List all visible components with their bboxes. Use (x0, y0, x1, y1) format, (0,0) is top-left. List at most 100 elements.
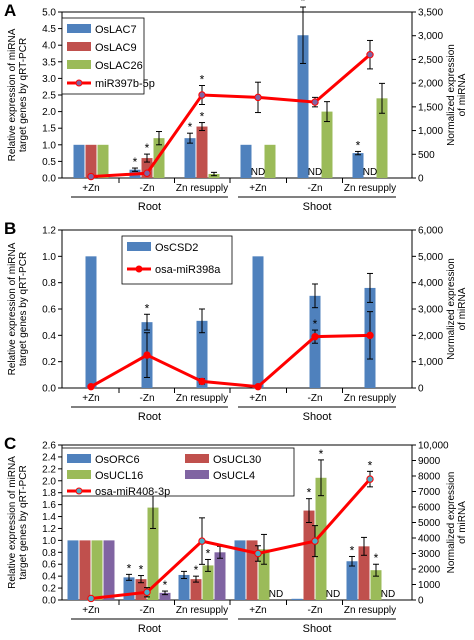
line-point (87, 594, 95, 603)
legend-label: OsLAC9 (95, 42, 137, 54)
left-tick-label: 0.4 (42, 572, 56, 583)
significance-star: * (133, 155, 138, 169)
bar-osucl16 (202, 565, 214, 600)
legend-swatch (185, 454, 209, 463)
bar-osucl4 (159, 592, 171, 600)
left-tick-label: 0.2 (42, 584, 56, 595)
group-label: Root (138, 201, 161, 213)
left-tick-label: 4.0 (42, 41, 56, 52)
bar-osucl30 (190, 579, 202, 600)
left-tick-label: 1.2 (42, 226, 56, 237)
significance-star: * (350, 543, 355, 557)
legend-label: OsUCL16 (95, 470, 143, 482)
line-point (143, 351, 151, 359)
right-tick-label: 3000 (418, 549, 441, 560)
right-tick-label: 1000 (418, 580, 441, 591)
left-tick-label: 2.0 (42, 476, 56, 487)
bar-osucl16 (315, 477, 327, 600)
right-tick-label: 2000 (418, 565, 441, 576)
right-axis-title: of miRNA (457, 287, 468, 330)
bar-osucl30 (79, 540, 91, 600)
right-axis-title: Normalized expression (446, 44, 457, 146)
right-tick-label: 4000 (418, 534, 441, 545)
left-tick-label: 0.0 (42, 174, 56, 185)
right-axis-title: of miRNA (457, 73, 468, 116)
right-tick-label: 0 (418, 596, 424, 607)
left-axis-title: target genes by qRT-PCR (18, 252, 29, 366)
right-tick-label: 6000 (418, 503, 441, 514)
bar-oslac7 (73, 144, 85, 178)
line-point (254, 93, 262, 102)
not-detected-label: ND (269, 589, 283, 600)
not-detected-label: ND (363, 167, 377, 178)
right-tick-label: 2,000 (418, 79, 443, 90)
category-label: -Zn (140, 183, 155, 194)
bar-osorc6 (291, 598, 303, 600)
bar-osucl30 (303, 510, 315, 600)
category-label: Zn resupply (176, 605, 228, 616)
line-point (198, 377, 206, 386)
left-tick-label: 1.0 (42, 252, 56, 263)
significance-star: * (139, 563, 144, 577)
legend-swatch (67, 470, 91, 479)
category-label: -Zn (140, 605, 155, 616)
legend-swatch (67, 42, 91, 51)
right-axis-title: Normalized expression (446, 472, 457, 574)
significance-star: * (200, 110, 205, 124)
category-label: Zn resupply (176, 183, 228, 194)
category-label: -Zn (140, 393, 155, 404)
significance-star: * (145, 301, 150, 315)
left-tick-label: 0.8 (42, 548, 56, 559)
right-tick-label: 0 (418, 174, 424, 185)
legend-swatch (67, 454, 91, 463)
right-tick-label: 3,000 (418, 305, 443, 316)
left-axis-title: target genes by qRT-PCR (18, 38, 29, 152)
category-label: Zn resupply (344, 393, 396, 404)
category-label: +Zn (82, 605, 100, 616)
left-tick-label: 0.4 (42, 331, 56, 342)
line-point (198, 91, 206, 99)
right-tick-label: 2,500 (418, 55, 443, 66)
legend-marker (135, 265, 143, 273)
bar-osucl30 (358, 546, 370, 600)
right-tick-label: 1,000 (418, 126, 443, 137)
bar-oscsd2 (85, 256, 97, 388)
left-tick-label: 1.6 (42, 500, 56, 511)
not-detected-label: ND (381, 589, 395, 600)
left-tick-label: 1.5 (42, 124, 56, 135)
significance-star: * (368, 458, 373, 472)
category-label: +Zn (249, 605, 267, 616)
right-tick-label: 9000 (418, 456, 441, 467)
significance-star: * (200, 73, 205, 87)
left-tick-label: 0.0 (42, 596, 56, 607)
legend-label: miR397b-5p (95, 78, 155, 90)
bar-oslac9 (85, 144, 97, 178)
panel-a: A 0.0 0.5 1.0 1.5 2.0 2.5 3.0 3.5 4.0 4.5 5.0 0 500 1,… (4, 0, 468, 213)
bar-osucl30 (135, 579, 147, 600)
significance-star: * (356, 138, 361, 152)
line-osa-mir408-3p (90, 478, 372, 600)
right-tick-label: 0 (418, 384, 424, 395)
panel-c: C 0.00.20.40.60.81.01.21.41.61.82.02.22.4… (4, 434, 468, 635)
right-tick-label: 10,000 (418, 441, 449, 452)
bar-osucl16 (91, 540, 103, 600)
bar-osorc6 (234, 540, 246, 600)
left-tick-label: 1.8 (42, 488, 56, 499)
legend-label: OsLAC26 (95, 60, 143, 72)
right-tick-label: 5,000 (418, 252, 443, 263)
line-point (366, 475, 374, 483)
left-tick-label: 2.4 (42, 452, 56, 463)
bar-osucl30 (246, 540, 258, 600)
significance-star: * (307, 486, 312, 500)
left-tick-label: 3.0 (42, 74, 56, 85)
significance-star: * (145, 141, 150, 155)
left-tick-label: 3.5 (42, 57, 56, 68)
significance-star: * (206, 546, 211, 560)
left-tick-label: 0.8 (42, 278, 56, 289)
bar-oslac26 (376, 98, 388, 178)
legend-label: osa-miR398a (155, 264, 221, 276)
bar-oslac7 (240, 144, 252, 178)
line-point (366, 50, 374, 59)
group-label: Root (138, 623, 161, 635)
